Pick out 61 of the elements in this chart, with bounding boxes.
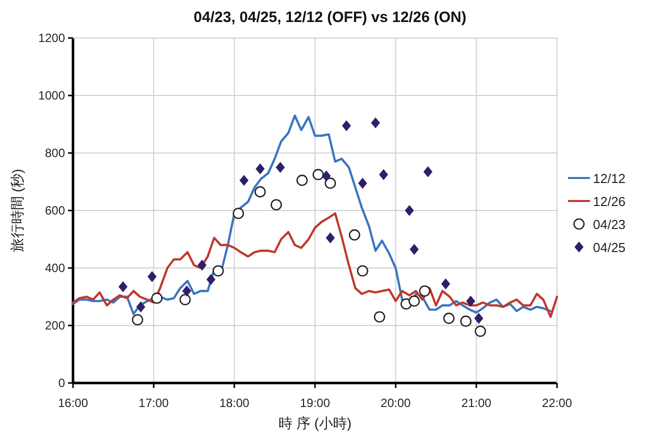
point — [474, 326, 486, 337]
point — [212, 265, 224, 277]
legend-label: 12/26 — [593, 194, 626, 209]
point — [256, 163, 265, 174]
y-tick-label: 0 — [58, 376, 66, 390]
y-tick-label: 1200 — [38, 31, 66, 45]
point — [254, 186, 266, 198]
x-tick-label: 18:00 — [219, 396, 250, 410]
x-tick-label: 22:00 — [542, 396, 572, 410]
point — [379, 169, 388, 180]
point — [419, 285, 430, 297]
y-tick-label: 600 — [44, 204, 66, 218]
x-tick-label: 20:00 — [380, 396, 412, 410]
point — [232, 208, 244, 220]
y-axis-title: 旅行時間 (秒) — [9, 168, 25, 252]
point — [326, 232, 335, 244]
point — [322, 170, 331, 182]
point — [270, 199, 282, 210]
legend-label: 04/25 — [593, 240, 626, 255]
point — [466, 296, 476, 307]
point — [312, 168, 324, 180]
point — [136, 301, 146, 312]
point — [276, 162, 285, 173]
point — [324, 178, 336, 189]
point — [441, 278, 450, 290]
point — [358, 178, 368, 189]
point — [348, 229, 360, 241]
point — [148, 271, 157, 282]
point — [374, 311, 386, 323]
point — [296, 174, 308, 186]
point — [151, 292, 163, 304]
point — [408, 295, 420, 307]
point — [179, 294, 191, 306]
y-tick-label: 1000 — [38, 88, 66, 102]
x-tick-label: 21:00 — [461, 396, 492, 410]
point — [423, 166, 432, 178]
point — [198, 260, 207, 271]
point — [404, 205, 414, 216]
legend-label: 04/23 — [593, 217, 626, 232]
x-tick-label: 16:00 — [58, 396, 88, 410]
point — [460, 316, 472, 327]
line-series — [72, 212, 558, 318]
point — [182, 286, 192, 296]
point — [240, 174, 249, 186]
point — [356, 265, 368, 277]
chart-title: 04/23, 04/25, 12/12 (OFF) vs 12/26 (ON) — [194, 9, 466, 26]
point — [474, 312, 484, 324]
point — [443, 312, 455, 324]
point — [410, 244, 419, 255]
y-tick-label: 200 — [44, 318, 66, 332]
x-tick-label: 19:00 — [300, 396, 330, 410]
point — [206, 274, 216, 285]
x-tick-label: 17:00 — [138, 396, 170, 410]
y-tick-label: 800 — [44, 146, 66, 160]
x-axis-title: 時 序 (小時) — [278, 415, 352, 431]
point — [342, 120, 351, 132]
legend-label: 12/12 — [593, 171, 626, 186]
point — [132, 314, 144, 326]
y-tick-label: 400 — [44, 261, 66, 275]
point — [371, 117, 380, 128]
point — [118, 281, 128, 292]
